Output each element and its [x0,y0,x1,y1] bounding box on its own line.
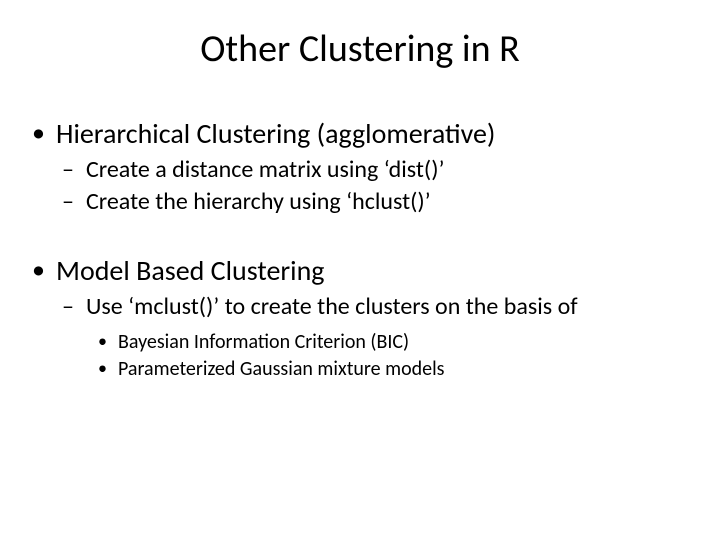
bullet-l1: Model Based Clustering [32,253,696,288]
bullet-l2: Use ‘mclust()’ to create the clusters on… [62,292,696,322]
bullet-l2: Create the hierarchy using ‘hclust()’ [62,187,696,217]
bullet-l3: Parameterized Gaussian mixture models [98,357,696,382]
bullet-l2: Create a distance matrix using ‘dist()’ [62,155,696,185]
slide: Other Clustering in R Hierarchical Clust… [0,0,720,540]
bullet-l1: Hierarchical Clustering (agglomerative) [32,116,696,151]
spacer [32,219,696,253]
slide-title: Other Clustering in R [0,0,720,92]
bullet-l3: Bayesian Information Criterion (BIC) [98,330,696,355]
slide-body: Hierarchical Clustering (agglomerative) … [0,92,720,382]
